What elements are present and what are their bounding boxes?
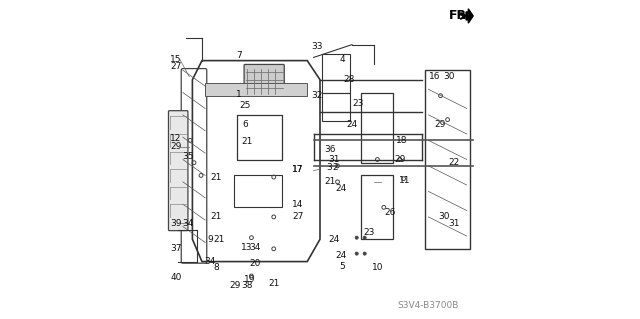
Text: 23: 23 bbox=[364, 228, 375, 237]
Text: 7: 7 bbox=[236, 51, 241, 60]
Text: 21: 21 bbox=[324, 177, 335, 186]
Text: 16: 16 bbox=[429, 72, 440, 81]
Text: 3: 3 bbox=[326, 163, 332, 172]
Bar bbox=[362, 175, 394, 239]
Circle shape bbox=[355, 252, 358, 255]
Text: 28: 28 bbox=[343, 75, 355, 84]
Text: 24: 24 bbox=[335, 251, 346, 260]
Text: 31: 31 bbox=[328, 155, 340, 164]
Circle shape bbox=[363, 252, 366, 255]
Text: 35: 35 bbox=[182, 152, 193, 161]
Text: 13: 13 bbox=[241, 243, 252, 252]
Text: 24: 24 bbox=[329, 235, 340, 244]
Text: 15: 15 bbox=[170, 55, 182, 63]
Text: 27: 27 bbox=[170, 63, 182, 71]
Text: 21: 21 bbox=[211, 212, 222, 221]
Text: 17: 17 bbox=[292, 165, 303, 174]
Text: FR.: FR. bbox=[449, 10, 472, 22]
Text: 5: 5 bbox=[339, 262, 345, 271]
Text: 18: 18 bbox=[396, 136, 407, 145]
Bar bbox=[321, 93, 350, 121]
FancyArrow shape bbox=[466, 9, 473, 23]
Text: 33: 33 bbox=[311, 42, 323, 51]
Text: 2: 2 bbox=[333, 163, 338, 172]
Text: 14: 14 bbox=[292, 200, 303, 209]
Text: 30: 30 bbox=[438, 212, 450, 221]
Text: 34: 34 bbox=[182, 219, 193, 228]
Text: 29: 29 bbox=[394, 155, 405, 164]
Text: 11: 11 bbox=[399, 176, 410, 185]
Text: 29: 29 bbox=[230, 281, 241, 290]
Text: 10: 10 bbox=[372, 263, 383, 272]
Text: 21: 21 bbox=[214, 235, 225, 244]
Bar bbox=[362, 93, 394, 163]
Text: 29: 29 bbox=[434, 120, 445, 129]
Text: 21: 21 bbox=[268, 279, 280, 288]
Text: 8: 8 bbox=[214, 263, 219, 272]
Bar bbox=[234, 175, 282, 207]
FancyBboxPatch shape bbox=[244, 64, 284, 95]
Text: 19: 19 bbox=[244, 275, 255, 284]
Text: 30: 30 bbox=[444, 72, 455, 81]
Text: 9: 9 bbox=[207, 235, 213, 244]
Text: 27: 27 bbox=[292, 212, 303, 221]
Text: 1: 1 bbox=[236, 90, 241, 99]
Text: 4: 4 bbox=[339, 55, 345, 63]
Text: 24: 24 bbox=[346, 120, 358, 129]
Circle shape bbox=[363, 236, 366, 239]
Text: 22: 22 bbox=[449, 158, 460, 167]
Text: 31: 31 bbox=[448, 219, 460, 228]
Text: 25: 25 bbox=[239, 101, 251, 110]
Text: 34: 34 bbox=[204, 257, 216, 266]
Text: 21: 21 bbox=[211, 173, 222, 182]
Text: 38: 38 bbox=[241, 281, 252, 290]
Text: 29: 29 bbox=[170, 142, 182, 151]
Bar bbox=[237, 115, 282, 160]
Text: 37: 37 bbox=[170, 244, 182, 253]
Text: 12: 12 bbox=[170, 134, 182, 143]
Text: 40: 40 bbox=[170, 273, 182, 282]
PathPatch shape bbox=[205, 83, 307, 96]
Text: 39: 39 bbox=[170, 219, 182, 228]
Text: 17: 17 bbox=[292, 165, 303, 174]
Text: 36: 36 bbox=[324, 145, 335, 154]
Bar bbox=[321, 54, 350, 93]
FancyBboxPatch shape bbox=[168, 111, 188, 231]
Text: S3V4-B3700B: S3V4-B3700B bbox=[398, 301, 459, 310]
Text: 20: 20 bbox=[249, 259, 260, 268]
Circle shape bbox=[355, 236, 358, 239]
Text: 34: 34 bbox=[249, 243, 260, 252]
Text: 23: 23 bbox=[353, 99, 364, 108]
Text: 24: 24 bbox=[335, 184, 346, 193]
Text: 32: 32 bbox=[311, 91, 323, 100]
Text: 26: 26 bbox=[385, 208, 396, 217]
Text: 21: 21 bbox=[241, 137, 252, 146]
Text: 6: 6 bbox=[242, 120, 248, 129]
